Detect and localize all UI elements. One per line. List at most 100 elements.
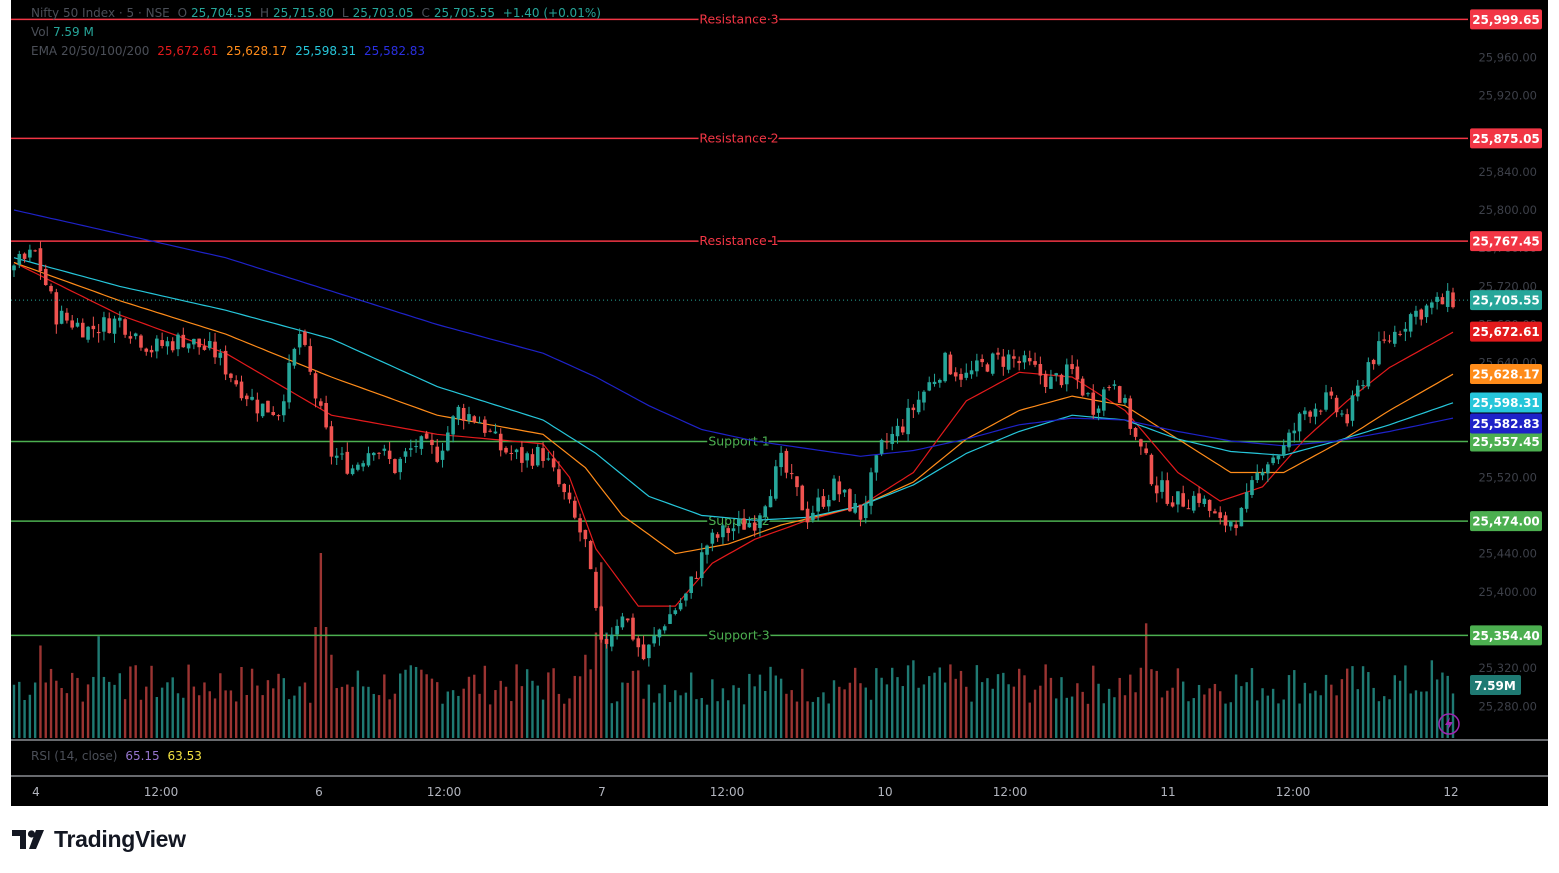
volume-bar (441, 703, 444, 738)
volume-bar (18, 681, 21, 738)
candle-body (1160, 480, 1164, 492)
candle-body (319, 401, 323, 406)
level-support-2[interactable]: Support 225,474.00 (11, 511, 1542, 532)
volume-bar (605, 632, 608, 738)
candle-body (980, 358, 984, 363)
y-tick-label: 25,400.00 (1478, 585, 1537, 599)
symbol-title[interactable]: Nifty 50 Index · 5 · NSE (31, 6, 170, 20)
volume-bar (60, 687, 63, 738)
volume-bar (621, 682, 624, 738)
volume-bar (1430, 660, 1434, 738)
ema-label[interactable]: EMA 20/50/100/200 (31, 44, 150, 58)
level-price-tag (1470, 231, 1542, 252)
lightning-icon-bolt (1445, 717, 1453, 731)
candle-body (874, 455, 879, 473)
candle-body (1255, 472, 1260, 481)
candle-body (1017, 360, 1021, 364)
candle-body (255, 399, 260, 414)
candle-body (832, 478, 836, 501)
candle-body (155, 338, 159, 352)
level-resistance-1[interactable]: Resistance 1 25,767.45 (11, 231, 1542, 252)
chart-panel[interactable]: 25,960.0025,920.0025,880.0025,840.0025,8… (11, 0, 1548, 806)
volume-bar (943, 682, 947, 738)
volume-bar (250, 668, 254, 738)
volume-bar (23, 700, 26, 738)
candle-body (1112, 384, 1117, 386)
volume-bar (49, 668, 53, 738)
ema-line-ema-100 (13, 257, 1454, 521)
volume-bar (536, 685, 539, 738)
volume-bar (102, 676, 106, 738)
volume-bar (28, 694, 32, 738)
level-support-1[interactable]: Support 1 25,557.45 (11, 431, 1542, 452)
volume-bar (869, 699, 873, 738)
candle-body (239, 381, 244, 399)
price-chart[interactable]: 25,960.0025,920.0025,880.0025,840.0025,8… (11, 0, 1548, 806)
volume-bar (626, 682, 629, 738)
candle-body (1266, 464, 1270, 474)
volume-bar (1404, 665, 1407, 738)
volume-bar (356, 670, 360, 738)
volume-bar (1181, 681, 1185, 738)
volume-bar (208, 691, 211, 738)
candle-body (1387, 340, 1392, 342)
price-tags: 25,705.55 25,672.61 25,628.17 25,598.31 25,5… (1438, 290, 1542, 735)
rsi-value: 65.15 (125, 749, 160, 763)
level-resistance-2[interactable]: Resistance 2 25,875.05 (11, 128, 1542, 149)
level-price-tag (1470, 625, 1542, 646)
volume-bar (928, 676, 931, 738)
y-tick-label: 25,960.00 (1478, 50, 1537, 64)
y-tick-label: 25,520.00 (1478, 470, 1537, 484)
volume-bar (483, 665, 487, 738)
support-resistance-levels[interactable]: Resistance 3 25,999.65 Resistance 2 25,875.… (11, 9, 1542, 646)
volume-bar (716, 701, 719, 738)
candle-body (1229, 521, 1233, 527)
candle-body (22, 253, 27, 259)
level-price-text: 25,557.45 (1472, 435, 1540, 449)
level-resistance-3[interactable]: Resistance 3 25,999.65 (11, 9, 1542, 30)
candle-body (498, 433, 503, 451)
candle-body (657, 629, 662, 638)
lightning-icon[interactable] (1438, 713, 1460, 735)
rsi-label[interactable]: RSI (14, close) (31, 749, 118, 763)
candle-body (340, 453, 344, 455)
volume-bar (684, 692, 688, 738)
candle-body (1102, 389, 1106, 411)
rsi-ma-value: 63.53 (167, 749, 202, 763)
candle-body (1340, 413, 1344, 415)
tradingview-logo[interactable]: TradingView (12, 826, 186, 853)
volume-bar (557, 693, 561, 738)
volume-bar (1303, 682, 1307, 738)
volume-bar (959, 670, 963, 738)
volume-bar (1356, 689, 1359, 738)
volume-bar (1049, 677, 1053, 738)
candle-body (1107, 387, 1111, 389)
volume-bar (245, 694, 248, 738)
volume-bar (504, 686, 508, 738)
candle-body (1345, 414, 1349, 424)
candle-body (636, 638, 641, 648)
volume-bar (1441, 672, 1444, 738)
volume-bar (732, 685, 735, 738)
level-price-text: 25,875.05 (1472, 132, 1540, 146)
candle-body (1377, 341, 1381, 365)
volume-bar (44, 682, 47, 738)
volume-bar (1435, 679, 1439, 738)
level-price-text: 25,354.40 (1472, 629, 1540, 643)
candle-body (43, 268, 48, 286)
candle-body (1250, 480, 1254, 495)
volume-bar (1340, 679, 1344, 738)
volume-bar (1118, 677, 1121, 738)
candle-body (80, 322, 85, 338)
volume-bar (790, 690, 793, 738)
volume-bar (1383, 696, 1386, 738)
candle-body (38, 248, 43, 272)
candle-body (1303, 410, 1307, 415)
level-price-text: 25,474.00 (1472, 515, 1540, 529)
level-label: Support 1 (708, 434, 769, 449)
candle-body (477, 422, 482, 424)
y-tick-label: 25,280.00 (1478, 699, 1537, 713)
candle-body (625, 618, 630, 621)
level-support-3[interactable]: Support 3 25,354.40 (11, 625, 1542, 646)
volume-bar (145, 686, 148, 738)
